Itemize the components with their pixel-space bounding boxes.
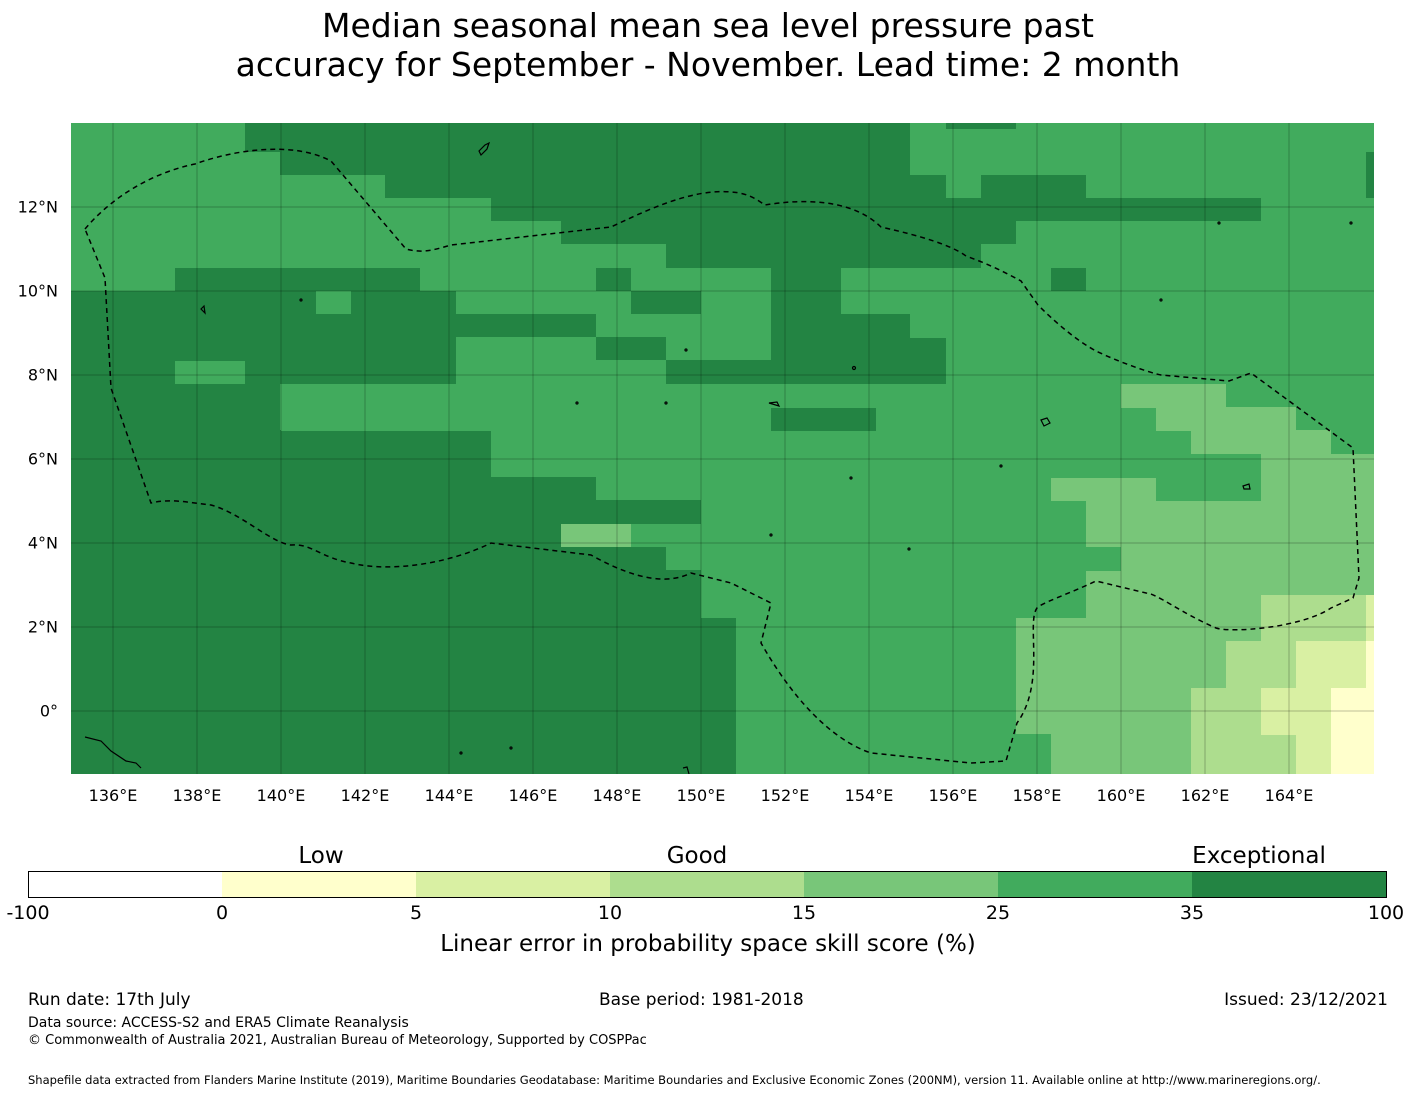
island-small-south	[682, 766, 690, 774]
colorbar-tick: 100	[1367, 902, 1405, 924]
x-tick-label: 136°E	[88, 786, 138, 805]
island-dot	[851, 365, 857, 371]
colorbar-tick: -100	[6, 902, 50, 924]
colorbar-category-good: Good	[666, 843, 728, 869]
x-tick-label: 162°E	[1180, 786, 1230, 805]
y-tick-label: 8°N	[27, 365, 58, 385]
island-yap	[200, 304, 206, 315]
base-period: Base period: 1981-2018	[599, 990, 804, 1010]
y-tick-label: 0°	[39, 701, 58, 721]
x-tick-label: 154°E	[844, 786, 894, 805]
copyright: © Commonwealth of Australia 2021, Austra…	[28, 1033, 647, 1048]
x-tick-label: 150°E	[676, 786, 726, 805]
map-region-moderate	[1191, 595, 1374, 774]
x-tick-label: 152°E	[760, 786, 810, 805]
map-gridlines	[71, 123, 1374, 774]
shapefile-credit: Shapefile data extracted from Flanders M…	[28, 1073, 1321, 1087]
colorbar-segment	[416, 871, 610, 898]
colorbar-segment	[804, 871, 998, 898]
map-region-good-patches	[175, 152, 981, 570]
island-palau	[84, 736, 142, 769]
issued-date: Issued: 23/12/2021	[1224, 990, 1388, 1010]
island-dot	[459, 751, 463, 755]
x-tick-label: 144°E	[424, 786, 474, 805]
colorbar-segment	[610, 871, 804, 898]
y-tick-label: 4°N	[27, 533, 58, 553]
island-pohnpei	[1040, 417, 1051, 427]
title-line-2: accuracy for September - November. Lead …	[235, 45, 1181, 84]
colorbar-tick: 25	[985, 902, 1011, 924]
x-tick-label: 148°E	[592, 786, 642, 805]
y-tick-label: 2°N	[27, 617, 58, 637]
colorbar-tick: 5	[409, 902, 423, 924]
y-tick-label: 6°N	[27, 449, 58, 469]
x-tick-label: 160°E	[1096, 786, 1146, 805]
island-dot	[1159, 298, 1163, 302]
map-region-exceptional	[71, 123, 1374, 774]
eez-boundary	[84, 148, 1360, 764]
island-dot	[299, 298, 303, 302]
x-tick-label: 138°E	[172, 786, 222, 805]
island-dot	[849, 476, 853, 480]
map-region-good-east	[1156, 431, 1261, 501]
island-dot	[1349, 221, 1353, 225]
island-dot	[684, 348, 688, 352]
colorbar-segment	[222, 871, 416, 898]
island-dot	[999, 464, 1003, 468]
colorbar-segment	[1192, 871, 1387, 898]
x-tick-label: 156°E	[928, 786, 978, 805]
colorbar-tick: 35	[1179, 902, 1205, 924]
colorbar-tick: 10	[597, 902, 623, 924]
island-guam	[478, 141, 491, 157]
x-tick-label: 140°E	[256, 786, 306, 805]
colorbar-tick: 0	[215, 902, 229, 924]
x-tick-label: 164°E	[1264, 786, 1314, 805]
map-svg	[71, 123, 1374, 774]
islands	[84, 141, 1353, 774]
y-tick-label: 10°N	[17, 281, 58, 301]
colorbar-segment	[998, 871, 1192, 898]
colorbar-tick: 15	[791, 902, 817, 924]
island-kosrae	[1242, 483, 1251, 490]
map-region-fair	[1016, 384, 1374, 774]
skill-score-map	[71, 123, 1374, 774]
colorbar-category-low: Low	[298, 843, 344, 869]
island-chuuk	[768, 401, 781, 407]
x-tick-label: 146°E	[508, 786, 558, 805]
title-line-1: Median seasonal mean sea level pressure …	[322, 6, 1094, 45]
island-dot	[575, 401, 579, 405]
chart-title: Median seasonal mean sea level pressure …	[0, 6, 1416, 84]
island-dot	[664, 401, 668, 405]
island-dot	[907, 547, 911, 551]
colorbar-segment	[28, 871, 222, 898]
x-tick-label: 158°E	[1012, 786, 1062, 805]
island-dot	[769, 533, 773, 537]
colorbar-label: Linear error in probability space skill …	[440, 931, 976, 957]
colorbar-border	[28, 871, 1387, 898]
map-region-low	[1331, 641, 1374, 774]
colorbar	[28, 871, 1387, 898]
island-dot	[1217, 221, 1221, 225]
island-dot	[509, 746, 513, 750]
run-date: Run date: 17th July	[28, 990, 191, 1010]
colorbar-category-exceptional: Exceptional	[1192, 843, 1326, 869]
y-tick-label: 12°N	[17, 197, 58, 217]
data-source: Data source: ACCESS-S2 and ERA5 Climate …	[28, 1015, 409, 1031]
x-tick-label: 142°E	[340, 786, 390, 805]
